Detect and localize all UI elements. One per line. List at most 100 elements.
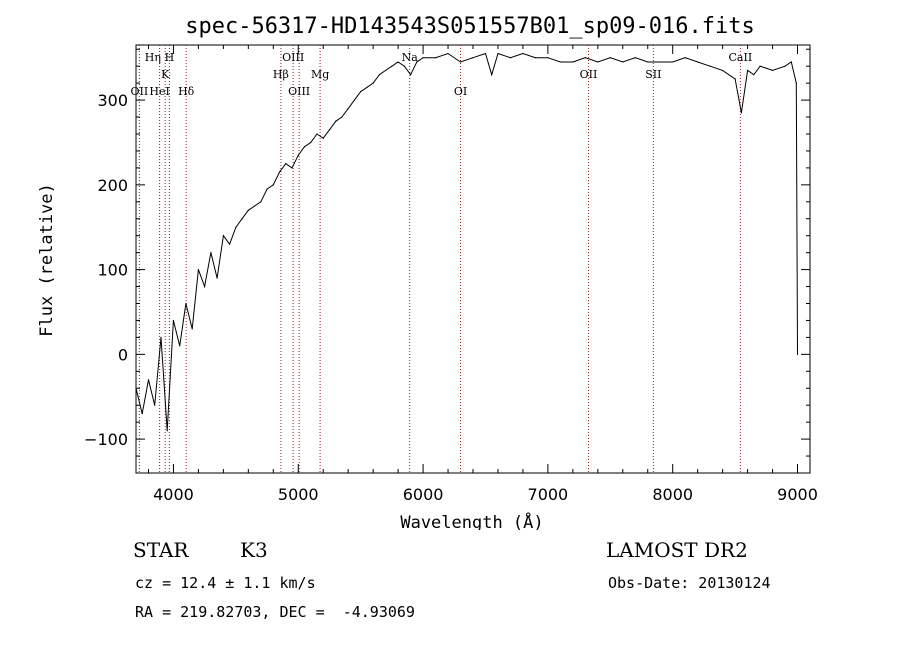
y-tick-label: 300 bbox=[97, 91, 128, 110]
flux-point bbox=[185, 302, 187, 305]
line-label: HeI bbox=[149, 85, 169, 98]
flux-point bbox=[335, 120, 337, 122]
flux-point bbox=[746, 69, 749, 72]
flux-point bbox=[141, 413, 143, 415]
flux-point bbox=[166, 430, 168, 432]
line-label: Hδ bbox=[178, 85, 195, 98]
plot-area bbox=[135, 44, 811, 474]
flux-point bbox=[684, 57, 686, 59]
flux-point bbox=[572, 61, 574, 63]
flux-point bbox=[222, 235, 224, 237]
flux-point bbox=[353, 99, 356, 101]
flux-point bbox=[609, 57, 611, 59]
flux-point bbox=[734, 78, 736, 80]
line-label: Mg bbox=[311, 68, 329, 81]
x-tick-label: 8000 bbox=[652, 485, 693, 504]
flux-point bbox=[722, 69, 724, 72]
spectrum-chart: spec-56317-HD143543S051557B01_sp09-016.f… bbox=[37, 14, 818, 530]
line-label: OIII bbox=[282, 51, 304, 64]
line-label: Hβ bbox=[273, 68, 289, 81]
line-label: SII bbox=[645, 68, 661, 81]
flux-point bbox=[278, 171, 281, 173]
flux-point bbox=[210, 252, 212, 254]
line-label: H bbox=[165, 51, 175, 64]
flux-point bbox=[216, 277, 218, 279]
flux-point bbox=[597, 61, 599, 63]
line-label: OIII bbox=[288, 85, 310, 98]
flux-point bbox=[266, 188, 268, 190]
spectral-class: K3 bbox=[240, 538, 268, 562]
flux-point bbox=[422, 57, 424, 59]
x-axis-label: Wavelength (Å) bbox=[400, 511, 543, 530]
flux-point bbox=[291, 167, 293, 169]
flux-point bbox=[229, 243, 231, 245]
chart-title: spec-56317-HD143543S051557B01_sp09-016.f… bbox=[185, 14, 755, 39]
survey-name: LAMOST DR2 bbox=[606, 538, 748, 562]
flux-line bbox=[135, 52, 798, 431]
flux-point bbox=[347, 107, 349, 110]
plot-frame bbox=[135, 44, 811, 474]
flux-point bbox=[459, 61, 462, 63]
flux-point bbox=[559, 61, 561, 63]
y-tick-label: 100 bbox=[97, 261, 128, 280]
flux-point bbox=[322, 137, 324, 139]
flux-point bbox=[534, 57, 537, 59]
flux-point bbox=[197, 268, 200, 271]
flux-point bbox=[484, 52, 487, 55]
y-tick-label: 200 bbox=[97, 176, 128, 195]
flux-point bbox=[784, 65, 786, 67]
y-tick-label: 0 bbox=[118, 345, 128, 364]
flux-point bbox=[434, 57, 437, 59]
flux-point bbox=[235, 226, 237, 228]
flux-point bbox=[285, 163, 287, 165]
flux-point bbox=[647, 61, 649, 63]
flux-point bbox=[397, 61, 399, 63]
flux-point bbox=[253, 205, 256, 207]
flux-point bbox=[659, 61, 661, 63]
emission-line-markers bbox=[138, 45, 741, 473]
flux-point bbox=[316, 133, 318, 135]
flux-point bbox=[672, 61, 674, 63]
y-axis-label: Flux (relative) bbox=[37, 183, 57, 337]
flux-point bbox=[497, 52, 499, 55]
flux-point bbox=[447, 52, 449, 55]
flux-point bbox=[360, 91, 362, 93]
coordinates: RA = 219.82703, DEC = -4.93069 bbox=[135, 603, 415, 621]
flux-point bbox=[622, 61, 624, 63]
object-type: STAR bbox=[133, 538, 189, 562]
y-tick-label: −100 bbox=[84, 430, 128, 449]
flux-point bbox=[341, 116, 343, 118]
flux-point bbox=[522, 52, 524, 55]
redshift-cz: cz = 12.4 ± 1.1 km/s bbox=[135, 574, 316, 592]
flux-point bbox=[403, 65, 405, 67]
flux-point bbox=[179, 345, 181, 347]
flux-point bbox=[260, 201, 262, 203]
flux-point bbox=[409, 74, 412, 76]
flux-point bbox=[328, 129, 331, 131]
flux-point bbox=[795, 82, 797, 84]
x-tick-label: 7000 bbox=[528, 485, 569, 504]
axis-ticks: 4000 5000 6000 7000 8000 9000 −100 0 100 200 300 bbox=[84, 45, 818, 504]
flux-point bbox=[366, 86, 368, 88]
flux-point bbox=[154, 404, 156, 406]
flux-point bbox=[584, 57, 586, 59]
flux-point bbox=[759, 65, 761, 67]
flux-point bbox=[790, 61, 792, 63]
flux-point bbox=[303, 146, 306, 148]
flux-point bbox=[247, 209, 249, 211]
flux-point bbox=[378, 74, 380, 76]
line-label: CaII bbox=[729, 51, 753, 64]
flux-point bbox=[191, 328, 193, 330]
flux-point bbox=[297, 154, 299, 156]
line-label: Hη bbox=[145, 51, 161, 64]
x-tick-label: 9000 bbox=[777, 485, 818, 504]
x-tick-label: 4000 bbox=[153, 485, 194, 504]
flux-point bbox=[372, 82, 374, 84]
flux-point bbox=[160, 336, 162, 338]
flux-point bbox=[709, 65, 711, 67]
flux-point bbox=[147, 379, 150, 381]
flux-point bbox=[509, 57, 512, 59]
x-tick-label: 5000 bbox=[278, 485, 319, 504]
flux-point bbox=[771, 69, 774, 72]
